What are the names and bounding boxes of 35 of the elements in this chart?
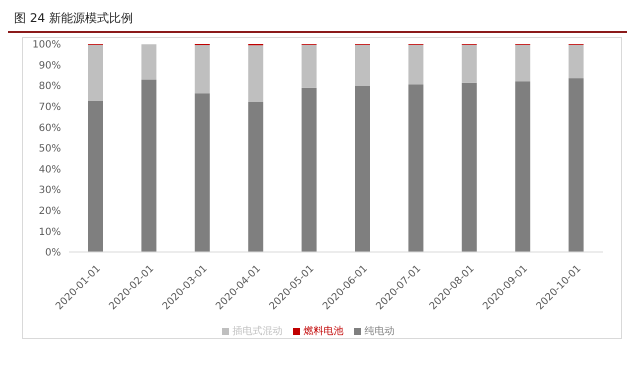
legend-label: 燃料电池 xyxy=(304,326,344,337)
bar xyxy=(462,82,477,252)
bar xyxy=(302,44,317,88)
legend-label: 纯电动 xyxy=(364,326,394,337)
y-tick-label: 0% xyxy=(45,248,61,259)
bar xyxy=(568,78,584,252)
y-tick-label: 100% xyxy=(32,40,61,51)
legend-label: 插电式混动 xyxy=(232,326,282,337)
y-tick-label: 80% xyxy=(38,81,61,92)
bar xyxy=(568,44,584,78)
bar xyxy=(88,44,103,101)
bar xyxy=(302,88,317,252)
bar xyxy=(515,44,530,82)
chart-title: 图 24 新能源模式比例 xyxy=(8,8,627,33)
y-tick-label: 90% xyxy=(38,60,61,72)
bar xyxy=(408,44,424,84)
bar xyxy=(462,44,477,83)
bar xyxy=(141,80,156,252)
y-tick-label: 40% xyxy=(38,164,61,176)
bar xyxy=(515,81,530,252)
y-tick-label: 60% xyxy=(38,122,61,134)
bar xyxy=(141,44,156,80)
y-tick-label: 20% xyxy=(38,206,61,217)
bar xyxy=(355,44,370,86)
y-tick-label: 30% xyxy=(38,185,61,196)
y-tick-label: 50% xyxy=(38,144,61,155)
y-tick-label: 10% xyxy=(38,226,61,238)
y-tick-label: 70% xyxy=(38,102,61,113)
bar xyxy=(355,86,370,252)
bar xyxy=(248,45,264,102)
bar xyxy=(408,84,424,252)
bar xyxy=(248,102,264,252)
bar xyxy=(88,100,103,252)
bar xyxy=(194,93,210,252)
bar xyxy=(194,45,210,94)
